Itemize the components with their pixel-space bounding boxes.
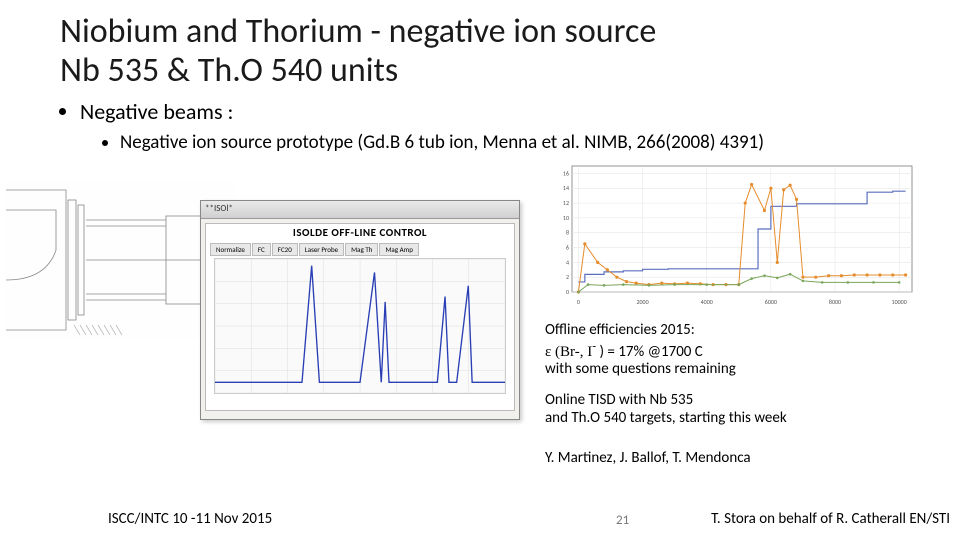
- tisd-line1: Online TISD with Nb 535: [545, 392, 787, 410]
- tab-item[interactable]: Normalize: [210, 243, 251, 256]
- svg-text:0: 0: [577, 298, 580, 306]
- control-window: **ISOl* ISOLDE OFF-LINE CONTROL Normaliz…: [200, 200, 520, 420]
- title-line-2: Nb 535 & Th.O 540 units: [60, 50, 398, 91]
- efficiency-chart-svg: 0 2 4 6 8 10 12 14 16 0 2000 4000 6000 8000 10000: [540, 160, 940, 310]
- tab-item[interactable]: Laser Probe: [299, 243, 344, 256]
- svg-text:16: 16: [563, 169, 569, 177]
- footer-author: T. Stora on behalf of R. Catherall EN/ST…: [711, 510, 950, 528]
- svg-text:12: 12: [563, 199, 569, 207]
- footer-date: ISCC/INTC 10 -11 Nov 2015: [108, 510, 272, 528]
- svg-text:4000: 4000: [701, 298, 713, 306]
- control-plot-svg: [215, 259, 505, 393]
- svg-text:8: 8: [566, 229, 569, 237]
- tab-item[interactable]: Mag Amp: [379, 243, 419, 256]
- svg-text:0: 0: [566, 288, 569, 296]
- svg-text:2: 2: [566, 273, 569, 281]
- tab-item[interactable]: Mag Th: [345, 243, 378, 256]
- window-titlebar: **ISOl*: [201, 201, 519, 219]
- svg-text:6: 6: [566, 244, 569, 252]
- window-body: ISOLDE OFF-LINE CONTROL Normalize FC FC2…: [205, 223, 515, 411]
- svg-text:14: 14: [563, 184, 569, 192]
- svg-text:6000: 6000: [765, 298, 777, 306]
- footer-page-number: 21: [616, 513, 629, 528]
- bullet2-text: Negative ion source prototype (Gd.B 6 tu…: [120, 131, 764, 154]
- svg-text:10: 10: [563, 214, 569, 222]
- text-block-tisd: Online TISD with Nb 535 and Th.O 540 tar…: [545, 392, 787, 427]
- eff-line1: Offline efficiencies 2015:: [545, 322, 736, 340]
- slide-title: Niobium and Thorium - negative ion sourc…: [0, 0, 960, 90]
- svg-text:2000: 2000: [636, 298, 648, 306]
- eff-l2-post: ) = 17% @1700 C: [596, 343, 703, 361]
- window-heading: ISOLDE OFF-LINE CONTROL: [206, 224, 514, 239]
- eff-line3: with some questions remaining: [545, 361, 736, 379]
- eff-l2-pre: ε (Br-, I: [545, 344, 592, 360]
- bullet-list: Negative beams : Negative ion source pro…: [0, 90, 960, 154]
- svg-text:4: 4: [566, 258, 569, 266]
- tab-item[interactable]: FC: [252, 243, 271, 256]
- svg-text:8000: 8000: [829, 298, 841, 306]
- tab-item[interactable]: FC20: [272, 243, 298, 256]
- text-block-authors: Y. Martinez, J. Ballof, T. Mendonca: [545, 450, 751, 468]
- title-line-1: Niobium and Thorium - negative ion sourc…: [60, 11, 656, 52]
- tisd-line2: and Th.O 540 targets, starting this week: [545, 410, 787, 428]
- bullet1-text: Negative beams :: [80, 98, 233, 125]
- text-block-efficiencies: Offline efficiencies 2015: ε (Br-, I- ) …: [545, 322, 736, 379]
- efficiency-chart: 0 2 4 6 8 10 12 14 16 0 2000 4000 6000 8000 10000: [540, 160, 940, 310]
- eff-line2: ε (Br-, I- ) = 17% @1700 C: [545, 340, 736, 362]
- control-plot-area: [214, 258, 506, 394]
- window-tabs: Normalize FC FC20 Laser Probe Mag Th Mag…: [210, 243, 510, 256]
- bullet-level-2: Negative ion source prototype (Gd.B 6 tu…: [120, 131, 960, 154]
- bullet-level-1: Negative beams :: [80, 98, 960, 125]
- svg-text:10000: 10000: [892, 298, 907, 306]
